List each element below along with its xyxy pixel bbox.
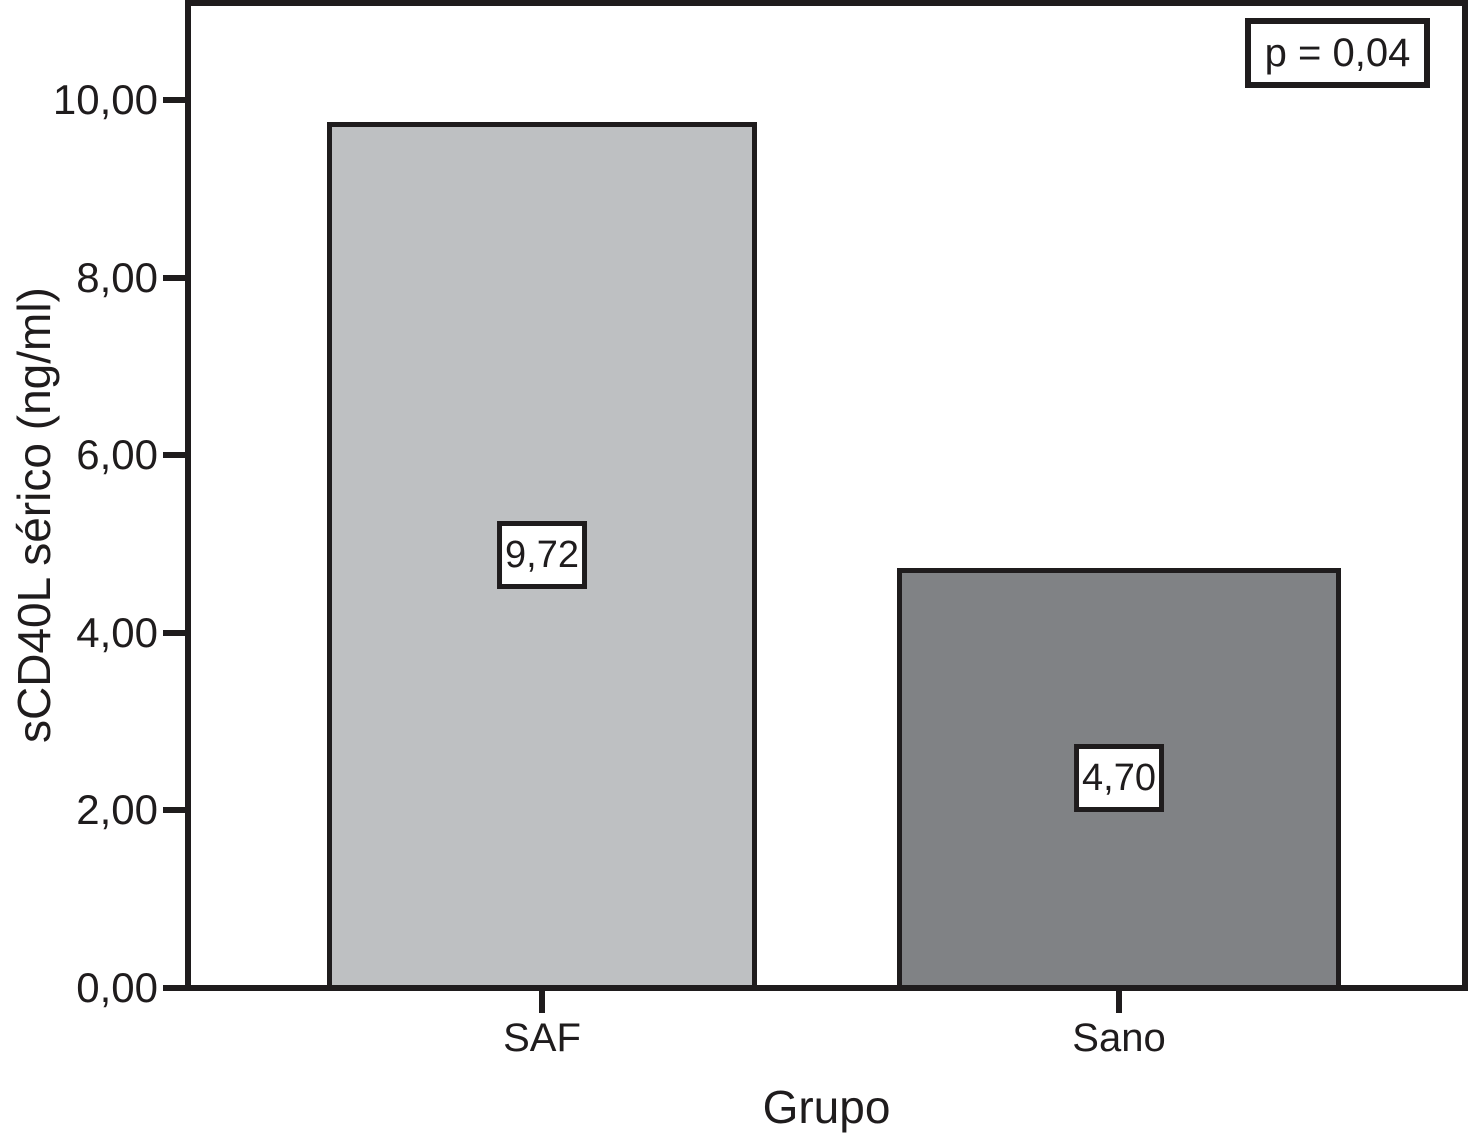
y-axis-tick-label: 10,00 (52, 76, 158, 123)
y-axis-tick-label: 4,00 (76, 608, 158, 656)
x-category-label: SAF (503, 1016, 581, 1060)
y-axis-title: sCD40L sérico (ng/ml) (8, 287, 60, 743)
y-axis-tick-mark (163, 629, 186, 636)
y-axis-tick-mark (163, 807, 186, 814)
y-axis-tick-label: 6,00 (76, 431, 158, 479)
bar-value-label: 9,72 (497, 520, 587, 589)
y-axis-tick-label: 0,00 (76, 964, 158, 1011)
x-axis-title: Grupo (762, 1081, 891, 1133)
y-axis-tick-mark (163, 985, 186, 991)
x-category-label: Sano (1072, 1016, 1166, 1060)
bar-value-label: 4,70 (1074, 743, 1164, 812)
y-axis-tick-label: 8,00 (76, 253, 158, 301)
p-value-annotation-text: p = 0,04 (1264, 30, 1411, 75)
y-axis-tick-mark (163, 97, 186, 103)
y-axis-tick-mark (163, 452, 186, 459)
y-axis-tick-label: 2,00 (76, 786, 158, 834)
x-axis-tick-mark (539, 991, 545, 1013)
p-value-annotation-box: p = 0,04 (1245, 18, 1430, 88)
y-axis-tick-mark (163, 274, 186, 281)
x-axis-tick-mark (1116, 991, 1122, 1013)
